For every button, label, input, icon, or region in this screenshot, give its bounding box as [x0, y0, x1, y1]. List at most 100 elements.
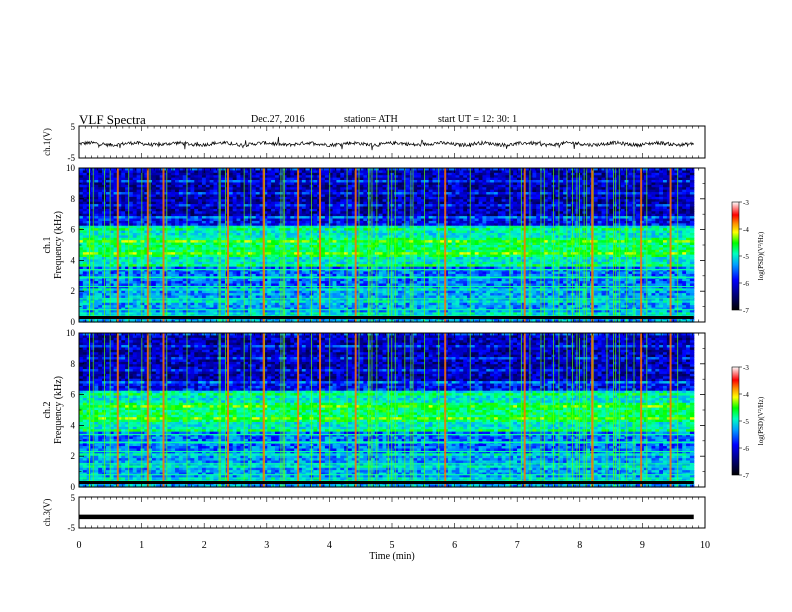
spectrogram-cell — [332, 194, 338, 198]
spectrogram-cell — [632, 225, 637, 229]
spectrogram-cell — [605, 228, 610, 232]
spectrogram-cell — [301, 230, 307, 234]
spectrogram-cell — [175, 206, 180, 210]
spectrogram-cell — [605, 201, 610, 205]
spectrogram-cell — [497, 216, 503, 220]
spectrogram-cell — [651, 204, 656, 208]
spectrogram-cell — [678, 206, 683, 210]
spectrogram-cell — [321, 216, 326, 220]
spectrogram-cell — [655, 225, 660, 229]
spectrogram-cell — [255, 225, 261, 229]
spectrogram-cell — [382, 208, 387, 212]
spectrogram-cell — [459, 189, 464, 193]
spectrogram-cell — [467, 172, 472, 176]
spectrogram-cell — [597, 182, 603, 186]
spectrogram-cell — [655, 201, 660, 205]
spectrogram-cell — [290, 196, 295, 200]
spectrogram-cell — [593, 172, 599, 176]
spectrogram-cell — [528, 175, 533, 179]
spectrogram-cell — [109, 187, 115, 191]
spectrogram-cell — [271, 172, 276, 176]
spectrogram-cell — [632, 204, 637, 208]
spectrogram-cell — [109, 225, 115, 229]
spectrogram-cell — [424, 213, 430, 217]
spectrogram-cell — [109, 218, 115, 222]
spectrogram-cell — [559, 211, 564, 215]
spectrogram-cell — [86, 208, 92, 212]
spectrogram-cell — [290, 211, 295, 215]
spectrogram-cell — [397, 206, 403, 210]
spectrogram-cell — [90, 230, 95, 234]
spectrogram-cell — [543, 196, 549, 200]
spectrogram-cell — [171, 168, 176, 172]
spectrogram-cell — [632, 192, 637, 196]
spectrogram-cell — [251, 223, 257, 227]
spectrogram-cell — [432, 216, 437, 220]
spectrogram-cell — [344, 182, 349, 186]
spectrogram-cell — [659, 225, 664, 229]
spectrogram-cell — [240, 201, 245, 205]
start-ut-label: start UT = 12: 30: 1 — [438, 114, 517, 125]
spectrogram-cell — [305, 172, 311, 176]
spectrogram-cell — [413, 168, 418, 172]
spectrogram-cell — [159, 182, 165, 186]
spectrogram-cell — [570, 204, 576, 208]
spectrogram-cell — [198, 187, 203, 191]
spectrogram-cell — [152, 199, 157, 203]
spectrogram-cell — [167, 196, 172, 200]
spectrogram-cell — [651, 213, 656, 217]
spectrogram-cell — [609, 204, 614, 208]
spectrogram-cell — [182, 204, 188, 208]
spectrogram-cell — [578, 201, 583, 205]
spectrogram-cell — [420, 211, 426, 215]
spectrogram-cell — [363, 182, 368, 186]
spectrogram-cell — [217, 208, 222, 212]
spectrogram-cell — [636, 225, 641, 229]
spectrogram-cell — [447, 187, 453, 191]
spectrogram-cell — [486, 228, 491, 232]
spectrogram-cell — [267, 199, 272, 203]
spectrogram-cell — [405, 204, 411, 208]
spectrogram-cell — [670, 220, 676, 224]
spectrogram-cell — [444, 192, 449, 196]
spectrogram-cell — [117, 168, 122, 172]
spectrogram-cell — [478, 208, 484, 212]
spectrogram-cell — [455, 206, 460, 210]
spectrogram-cell — [628, 192, 633, 196]
spectrogram-cell — [686, 177, 691, 181]
spectrogram-cell — [209, 187, 215, 191]
spectrogram-cell — [639, 199, 645, 203]
spectrogram-cell — [98, 187, 103, 191]
spectrogram-cell — [117, 211, 122, 215]
spectrogram-cell — [286, 216, 291, 220]
spectrogram-cell — [397, 199, 403, 203]
spectrogram-cell — [136, 196, 142, 200]
spectrogram-cell — [324, 208, 330, 212]
spectrogram-cell — [605, 187, 610, 191]
spectrogram-cell — [105, 228, 111, 232]
spectrogram-cell — [686, 213, 691, 217]
spectrogram-cell — [271, 184, 276, 188]
spectrogram-cell — [686, 194, 691, 198]
spectrogram-cell — [367, 180, 372, 184]
spectrogram-cell — [313, 184, 318, 188]
spectrogram-cell — [324, 177, 330, 181]
spectrogram-cell — [643, 216, 649, 220]
spectrogram-cell — [597, 194, 603, 198]
spectrogram-cell — [620, 177, 626, 181]
spectrogram-cell — [605, 213, 610, 217]
spectrogram-cell — [674, 225, 679, 229]
spectrogram-cell — [413, 192, 418, 196]
spectrogram-cell — [294, 225, 299, 229]
spectrogram-cell — [632, 172, 637, 176]
spectrogram-cell — [113, 182, 119, 186]
spectrogram-cell — [251, 184, 257, 188]
spectrogram-cell — [167, 213, 172, 217]
spectrogram-cell — [186, 208, 192, 212]
spectrogram-cell — [90, 199, 95, 203]
spectrogram-cell — [490, 208, 495, 212]
spectrogram-cell — [620, 196, 626, 200]
spectrogram-cell — [328, 225, 334, 229]
spectrogram-cell — [232, 199, 238, 203]
spectrogram-cell — [217, 177, 222, 181]
